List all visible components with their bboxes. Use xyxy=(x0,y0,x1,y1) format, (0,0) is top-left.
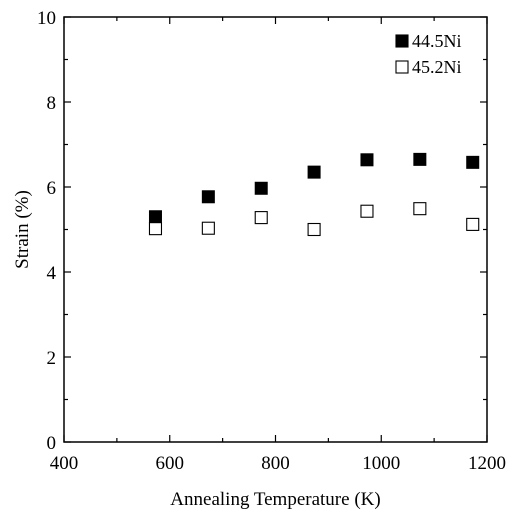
legend-label: 44.5Ni xyxy=(412,31,462,51)
y-tick-label: 10 xyxy=(37,8,56,29)
legend-marker xyxy=(395,60,409,74)
data-point-44-5ni xyxy=(148,210,162,224)
tick-marks xyxy=(63,16,488,443)
y-tick-label: 2 xyxy=(47,348,57,369)
data-point-45-2ni xyxy=(466,217,480,231)
data-point-45-2ni xyxy=(307,222,321,237)
y-tick-label: 4 xyxy=(47,263,57,284)
y-tick-label: 6 xyxy=(47,178,57,199)
data-point-44-5ni xyxy=(466,155,480,169)
legend-marker xyxy=(395,34,409,48)
y-axis-label: Strain (%) xyxy=(12,190,33,269)
x-axis-label: Annealing Temperature (K) xyxy=(170,489,380,510)
tick-labels: 400 600 800 1000 1200 0 2 4 6 8 10 xyxy=(37,8,506,474)
x-tick-label: 1000 xyxy=(362,453,400,474)
x-tick-label: 1200 xyxy=(468,453,506,474)
data-point-44-5ni xyxy=(360,153,374,167)
plot-frame xyxy=(63,16,488,443)
data-point-45-2ni xyxy=(413,202,427,216)
data-point-44-5ni xyxy=(413,152,427,166)
legend: 44.5Ni 45.2Ni xyxy=(395,31,462,77)
x-tick-label: 400 xyxy=(50,453,79,474)
x-tick-label: 600 xyxy=(156,453,185,474)
y-tick-label: 8 xyxy=(47,93,57,114)
data-point-44-5ni xyxy=(201,190,215,204)
data-point-44-5ni xyxy=(254,181,268,195)
axes xyxy=(63,16,488,443)
data-point-45-2ni xyxy=(201,221,215,235)
y-tick-label: 0 xyxy=(47,433,57,454)
legend-label: 45.2Ni xyxy=(412,57,462,77)
data-points xyxy=(148,152,480,237)
data-point-44-5ni xyxy=(307,165,321,179)
data-point-45-2ni xyxy=(148,222,163,236)
x-tick-label: 800 xyxy=(261,453,290,474)
data-point-45-2ni xyxy=(254,211,268,225)
data-point-45-2ni xyxy=(360,204,374,218)
